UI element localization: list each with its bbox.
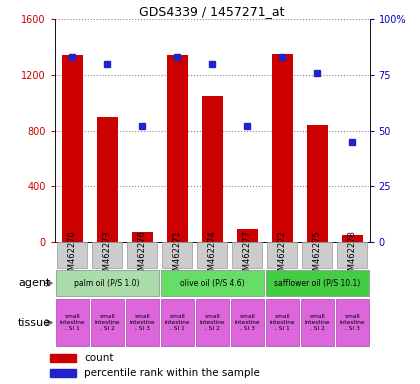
Text: GSM462278: GSM462278: [348, 230, 357, 281]
FancyBboxPatch shape: [196, 299, 228, 346]
FancyBboxPatch shape: [232, 242, 262, 268]
Bar: [307, 125, 328, 242]
Text: small
intestine
, SI 3: small intestine , SI 3: [234, 314, 260, 331]
FancyBboxPatch shape: [301, 299, 333, 346]
FancyBboxPatch shape: [161, 270, 264, 296]
FancyBboxPatch shape: [126, 299, 159, 346]
FancyBboxPatch shape: [127, 242, 157, 268]
Text: tissue: tissue: [17, 318, 50, 328]
Bar: [236, 229, 257, 242]
Bar: [97, 117, 118, 242]
Bar: [167, 55, 188, 242]
Bar: [62, 55, 83, 242]
FancyBboxPatch shape: [57, 242, 87, 268]
FancyBboxPatch shape: [302, 242, 332, 268]
Text: GSM462272: GSM462272: [278, 230, 286, 281]
FancyBboxPatch shape: [55, 299, 89, 346]
Text: GSM462270: GSM462270: [68, 230, 76, 281]
FancyBboxPatch shape: [197, 242, 227, 268]
Text: GSM462271: GSM462271: [173, 230, 181, 281]
FancyBboxPatch shape: [161, 299, 194, 346]
FancyBboxPatch shape: [337, 242, 367, 268]
Bar: [272, 54, 293, 242]
Text: small
intestine
, SI 2: small intestine , SI 2: [304, 314, 330, 331]
Text: GSM462275: GSM462275: [312, 230, 322, 281]
Text: small
intestine
, SI 1: small intestine , SI 1: [164, 314, 190, 331]
Bar: [202, 96, 223, 242]
Text: count: count: [84, 353, 113, 363]
FancyBboxPatch shape: [266, 299, 299, 346]
FancyBboxPatch shape: [55, 270, 159, 296]
Text: small
intestine
, SI 2: small intestine , SI 2: [94, 314, 120, 331]
Text: GSM462273: GSM462273: [102, 230, 112, 281]
FancyBboxPatch shape: [91, 299, 123, 346]
FancyBboxPatch shape: [267, 242, 297, 268]
Text: safflower oil (P/S 10.1): safflower oil (P/S 10.1): [274, 279, 360, 288]
FancyBboxPatch shape: [162, 242, 192, 268]
Text: small
intestine
, SI 3: small intestine , SI 3: [339, 314, 365, 331]
Text: small
intestine
, SI 3: small intestine , SI 3: [129, 314, 155, 331]
Bar: [50, 354, 76, 362]
Text: percentile rank within the sample: percentile rank within the sample: [84, 368, 260, 378]
Bar: [341, 235, 362, 242]
FancyBboxPatch shape: [92, 242, 122, 268]
Text: small
intestine
, SI 2: small intestine , SI 2: [199, 314, 225, 331]
Text: olive oil (P/S 4.6): olive oil (P/S 4.6): [180, 279, 244, 288]
Text: agent: agent: [18, 278, 50, 288]
Text: GSM462277: GSM462277: [243, 230, 252, 281]
Bar: [131, 232, 152, 242]
Text: GSM462274: GSM462274: [207, 230, 217, 281]
Text: GSM462276: GSM462276: [138, 230, 147, 281]
Title: GDS4339 / 1457271_at: GDS4339 / 1457271_at: [139, 5, 285, 18]
Text: palm oil (P/S 1.0): palm oil (P/S 1.0): [74, 279, 140, 288]
Text: small
intestine
, SI 1: small intestine , SI 1: [269, 314, 295, 331]
Text: small
intestine
, SI 1: small intestine , SI 1: [59, 314, 85, 331]
FancyBboxPatch shape: [266, 270, 369, 296]
FancyBboxPatch shape: [336, 299, 369, 346]
FancyBboxPatch shape: [231, 299, 264, 346]
Bar: [50, 369, 76, 377]
